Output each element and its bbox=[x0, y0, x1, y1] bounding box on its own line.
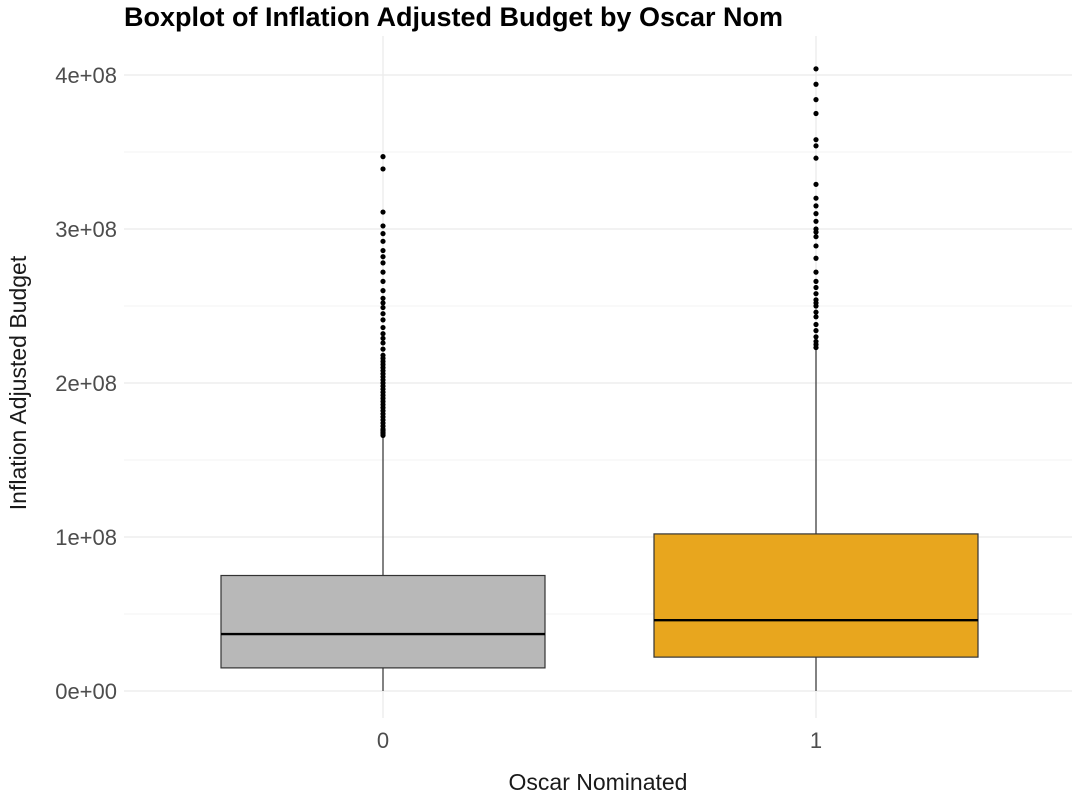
outlier-point bbox=[813, 269, 819, 275]
outlier-point bbox=[380, 352, 386, 358]
outlier-point bbox=[380, 223, 386, 229]
outlier-point bbox=[380, 331, 386, 337]
y-tick-label: 2e+08 bbox=[55, 371, 117, 396]
outlier-point bbox=[813, 155, 819, 161]
outlier-point bbox=[380, 340, 386, 346]
outlier-point bbox=[813, 314, 819, 320]
outlier-point bbox=[813, 211, 819, 217]
y-tick-label: 3e+08 bbox=[55, 217, 117, 242]
outlier-point bbox=[380, 238, 386, 244]
outlier-point bbox=[380, 247, 386, 254]
box-iqr bbox=[653, 533, 979, 658]
outlier-point bbox=[813, 278, 819, 284]
outlier-point bbox=[813, 243, 819, 249]
outlier-point bbox=[380, 278, 386, 284]
outlier-point bbox=[380, 269, 386, 275]
outlier-point bbox=[813, 309, 819, 315]
outlier-point bbox=[813, 321, 819, 328]
outlier-point bbox=[380, 288, 386, 294]
outlier-point bbox=[380, 166, 386, 172]
outlier-point bbox=[813, 297, 819, 303]
box-group-1 bbox=[653, 66, 979, 691]
outlier-point bbox=[813, 255, 819, 261]
y-tick-label: 4e+08 bbox=[55, 63, 117, 88]
outlier-point bbox=[813, 334, 819, 340]
outlier-point bbox=[813, 181, 819, 187]
y-tick-label: 0e+00 bbox=[55, 679, 117, 704]
boxplots bbox=[220, 66, 979, 691]
outlier-point bbox=[380, 300, 386, 306]
outlier-point bbox=[380, 346, 386, 352]
box-group-0 bbox=[220, 154, 546, 691]
outlier-point bbox=[813, 66, 819, 72]
x-tick-label: 1 bbox=[810, 728, 822, 753]
box-iqr bbox=[220, 574, 546, 669]
outlier-point bbox=[380, 311, 386, 317]
outlier-point bbox=[380, 254, 386, 260]
chart-title: Boxplot of Inflation Adjusted Budget by … bbox=[124, 2, 783, 32]
outlier-point bbox=[813, 291, 819, 297]
outlier-point bbox=[813, 226, 819, 232]
outlier-point bbox=[813, 143, 819, 149]
outlier-point bbox=[380, 209, 386, 215]
outlier-point bbox=[380, 231, 386, 237]
y-axis-ticks: 0e+00 1e+08 2e+08 3e+08 4e+08 bbox=[55, 63, 117, 704]
outlier-point bbox=[813, 203, 819, 209]
outlier-point bbox=[813, 234, 819, 240]
outlier-point bbox=[813, 338, 819, 345]
outlier-point bbox=[380, 304, 386, 311]
outlier-point bbox=[813, 81, 819, 87]
outlier-point bbox=[380, 154, 386, 160]
outlier-point bbox=[380, 324, 386, 331]
outlier-point bbox=[380, 317, 386, 323]
outlier-point bbox=[813, 137, 819, 143]
y-axis-title: Inflation Adjusted Budget bbox=[5, 255, 31, 510]
outlier-point bbox=[380, 335, 386, 341]
outlier-point bbox=[813, 195, 819, 201]
outlier-point bbox=[813, 218, 819, 224]
x-axis-title: Oscar Nominated bbox=[509, 769, 688, 795]
outlier-point bbox=[380, 260, 386, 266]
outlier-point bbox=[813, 97, 819, 103]
outlier-point bbox=[380, 295, 386, 301]
outlier-point bbox=[813, 110, 819, 117]
x-tick-label: 0 bbox=[377, 728, 389, 753]
y-tick-label: 1e+08 bbox=[55, 525, 117, 550]
outlier-point bbox=[813, 328, 819, 334]
outlier-point bbox=[813, 284, 819, 291]
